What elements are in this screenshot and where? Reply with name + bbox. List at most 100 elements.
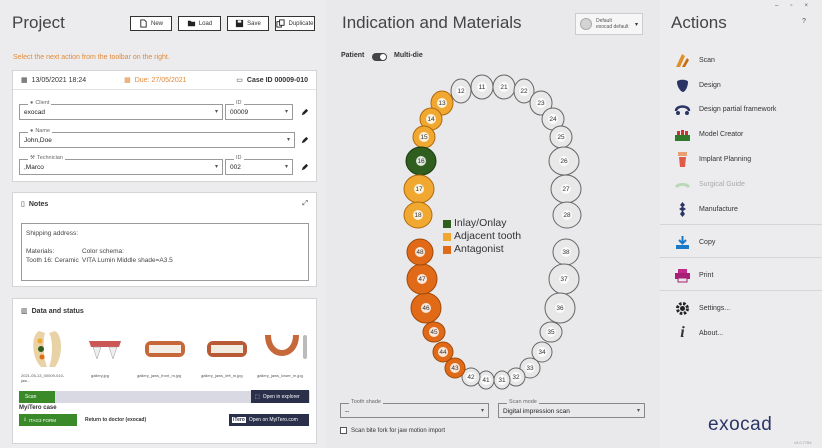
case-info-header: ▦ 13/05/2021 18:24 ▦ Due: 27/05/2021 ▭ C… [13, 71, 316, 90]
patient-multidie-toggle[interactable] [372, 53, 387, 61]
thumbnail-front[interactable]: gallery_jaws_front_m.jpg [137, 327, 193, 385]
chevron-down-icon: ▾ [284, 109, 288, 115]
download-icon: ⇩ [23, 417, 27, 422]
multidie-toggle-label: Multi-die [394, 52, 423, 59]
scan-mode-label: Scan mode [509, 399, 537, 405]
partial-framework-icon [674, 101, 691, 118]
chevron-down-icon: ▾ [480, 408, 484, 414]
action-settings-label: Settings... [699, 304, 731, 312]
notes-shipping: Shipping address: [26, 230, 79, 237]
action-surgical-guide[interactable]: Surgical Guide [674, 173, 745, 195]
load-button[interactable]: Load [178, 16, 221, 31]
edit-technician-pencil-icon[interactable] [300, 163, 309, 172]
action-design-partial-label: Design partial framework [699, 105, 777, 113]
tooth-label-44: 44 [439, 349, 447, 356]
preset-dropdown[interactable]: Default exocad default ▾ [575, 13, 643, 35]
legend-item-inlay[interactable]: Inlay/Onlay [443, 217, 521, 230]
save-button[interactable]: Save [227, 16, 269, 31]
bite-fork-checkbox-row[interactable]: Scan bite fork for jaw motion import [340, 427, 445, 434]
thumbnail-scan[interactable]: 2021-05-13_00009-010-jaw... [21, 327, 73, 385]
actions-divider [660, 290, 822, 291]
new-file-icon [140, 19, 147, 28]
action-surgical-guide-label: Surgical Guide [699, 180, 745, 188]
tooth-label-23: 23 [537, 100, 545, 107]
save-button-label: Save [247, 20, 261, 27]
action-implant-planning[interactable]: Implant Planning [674, 148, 751, 170]
maximize-icon[interactable]: ▫ [790, 3, 793, 9]
action-implant-planning-label: Implant Planning [699, 155, 752, 163]
tooth-label-35: 35 [547, 329, 555, 336]
tooth-label-36: 36 [556, 305, 564, 312]
folder-icon [187, 20, 195, 27]
design-tooth-icon [674, 77, 691, 94]
gallery-jaws-icon [89, 341, 121, 360]
open-on-mytero-button[interactable]: iTero Open on MyiTero.com [229, 414, 309, 426]
action-design-partial[interactable]: Design partial framework [674, 98, 776, 120]
case-id: Case ID 00009-010 [246, 76, 308, 84]
action-design[interactable]: Design [674, 74, 721, 96]
tooth-label-26: 26 [560, 158, 568, 165]
tooth-label-14: 14 [427, 116, 435, 123]
thumbnail-lower[interactable]: gallery_jaws_lower_m.jpg [257, 327, 307, 385]
help-button[interactable]: ? [802, 18, 806, 25]
open-explorer-label: Open in explorer [262, 393, 300, 400]
actions-title: Actions [671, 13, 727, 32]
client-id-select[interactable]: ID 00009 ▾ [225, 100, 293, 120]
chevron-down-icon: ▾ [214, 109, 218, 115]
tooth-label-32: 32 [512, 374, 520, 381]
technician-id-select[interactable]: ID 002 ▾ [225, 155, 293, 175]
legend-item-adjacent[interactable]: Adjacent tooth [443, 230, 521, 243]
action-model-creator[interactable]: Model Creator [674, 123, 743, 145]
case-info-card: ▦ 13/05/2021 18:24 ▦ Due: 27/05/2021 ▭ C… [12, 70, 317, 182]
open-in-explorer-button[interactable]: ⬚ Open in explorer [251, 390, 309, 403]
action-manufacture[interactable]: Manufacture [674, 198, 738, 220]
tooth-label-27: 27 [562, 186, 570, 193]
action-design-label: Design [699, 81, 721, 89]
edit-name-pencil-icon[interactable] [300, 136, 309, 145]
edit-client-pencil-icon[interactable] [300, 108, 309, 117]
thumbnail-left[interactable]: gallery_jaws_left_m.jpg [199, 327, 255, 385]
technician-value: ,Marco [24, 164, 44, 171]
action-print[interactable]: Print [674, 264, 713, 286]
action-copy[interactable]: Copy [674, 231, 715, 253]
project-panel: Project New Load Save Duplicate Select t… [0, 0, 326, 448]
return-to-doctor-button[interactable]: Return to doctor (exocad) [85, 417, 147, 423]
client-label: Client [35, 100, 50, 106]
scan-mode-select[interactable]: Scan mode Digital impression scan ▾ [498, 399, 645, 418]
new-button[interactable]: New [130, 16, 172, 31]
gear-icon [674, 300, 691, 317]
actions-divider [660, 224, 822, 225]
legend-label: Adjacent tooth [454, 230, 522, 242]
technician-select[interactable]: ⚒ Technician ,Marco ▾ [19, 155, 223, 175]
legend-item-antagonist[interactable]: Antagonist [443, 243, 521, 256]
action-about-label: About... [699, 329, 724, 337]
chevron-down-icon: ▾ [214, 164, 218, 170]
notes-materials-value: Tooth 16: Ceramic [26, 257, 79, 264]
tooth-label-17: 17 [415, 186, 423, 193]
tooth-shade-select[interactable]: Tooth shade -- ▾ [340, 399, 489, 418]
thumbnail-scrollbar[interactable] [303, 335, 307, 359]
tooth-shade-value: -- [345, 408, 350, 415]
client-select[interactable]: ● Client exocad ▾ [19, 100, 223, 120]
notes-textarea[interactable]: Shipping address: Materials: Color schema… [21, 223, 309, 281]
thumbnail-caption: 2021-05-13_00009-010-jaw... [21, 373, 65, 383]
action-settings[interactable]: Settings... [674, 297, 730, 319]
tooth-label-47: 47 [418, 276, 426, 283]
bite-fork-checkbox[interactable] [340, 427, 347, 434]
duplicate-button[interactable]: Duplicate [275, 16, 315, 31]
expand-icon[interactable]: ⤢ [302, 200, 308, 207]
scanner-icon [674, 52, 691, 69]
patient-toggle-label: Patient [341, 52, 365, 59]
close-icon[interactable]: × [804, 3, 808, 9]
action-about[interactable]: i About... [674, 322, 723, 344]
due-date[interactable]: Due: 27/05/2021 [134, 76, 187, 84]
action-scan[interactable]: Scan [674, 49, 715, 71]
thumbnail-gallery[interactable]: gallery.jpg [79, 327, 131, 385]
name-select[interactable]: ● Name John,Doe ▾ [19, 128, 295, 148]
tooth-label-24: 24 [549, 116, 557, 123]
note-icon: ▯ [21, 201, 25, 208]
version-label: v3.0.7784 [794, 440, 812, 445]
minimize-icon[interactable]: – [775, 3, 779, 9]
duplicate-button-label: Duplicate [288, 20, 314, 27]
tooth-label-45: 45 [430, 329, 438, 336]
